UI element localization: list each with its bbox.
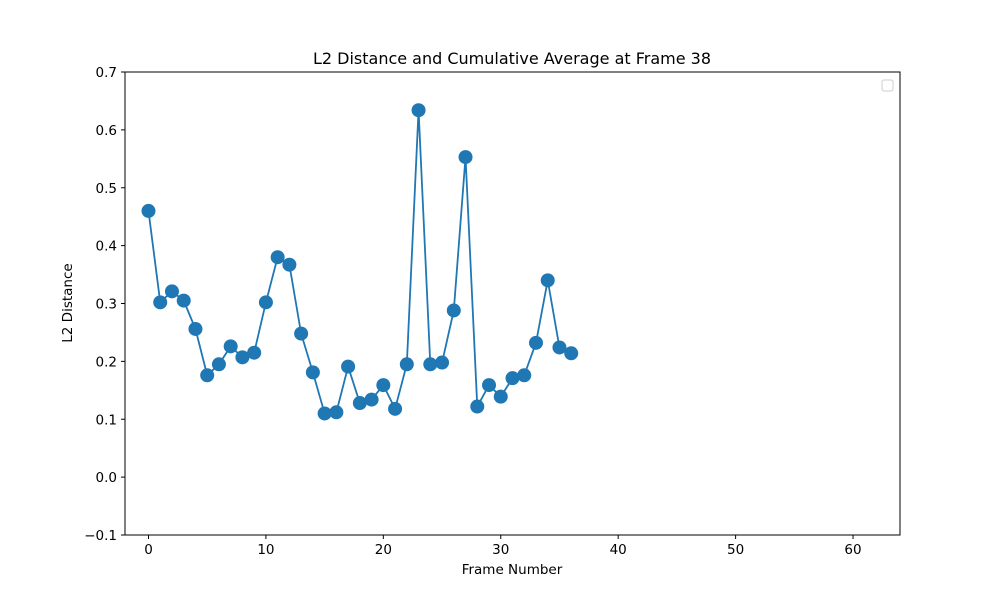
y-tick-label: 0.1 xyxy=(96,412,117,428)
x-tick-label: 40 xyxy=(610,542,627,558)
data-point xyxy=(352,396,367,411)
data-point xyxy=(317,406,332,421)
data-point xyxy=(235,350,250,365)
data-point xyxy=(564,346,579,361)
data-point xyxy=(388,401,403,416)
data-point xyxy=(282,257,297,272)
x-tick-label: 50 xyxy=(727,542,744,558)
data-point xyxy=(211,357,226,372)
data-point xyxy=(423,357,438,372)
data-point xyxy=(258,295,273,310)
data-point xyxy=(540,273,555,288)
data-point xyxy=(446,303,461,318)
y-axis-label: L2 Distance xyxy=(60,263,76,342)
y-tick-label: 0.5 xyxy=(96,181,117,197)
data-point xyxy=(141,203,156,218)
chart-title: L2 Distance and Cumulative Average at Fr… xyxy=(313,49,711,68)
data-point xyxy=(223,339,238,354)
y-tick-label: −0.1 xyxy=(84,528,117,544)
data-point xyxy=(505,371,520,386)
data-point xyxy=(435,355,450,370)
data-point xyxy=(200,368,215,383)
data-point xyxy=(470,399,485,414)
data-point xyxy=(294,326,309,341)
data-point xyxy=(364,392,379,407)
x-tick-label: 10 xyxy=(257,542,274,558)
y-axis: −0.1 0.0 0.1 0.2 0.3 0.4 0.5 0.6 0.7 xyxy=(84,65,125,544)
y-tick-label: 0.0 xyxy=(96,470,117,486)
y-tick-label: 0.4 xyxy=(96,239,117,255)
data-point xyxy=(482,378,497,393)
plot-series xyxy=(141,103,579,421)
y-tick-label: 0.6 xyxy=(96,123,117,139)
y-tick-label: 0.2 xyxy=(96,354,117,370)
data-point xyxy=(176,293,191,308)
legend-box xyxy=(881,79,894,92)
plot-frame xyxy=(124,71,901,536)
data-point xyxy=(399,357,414,372)
data-point xyxy=(517,368,532,383)
x-axis: 0 10 20 30 40 50 60 xyxy=(144,535,862,558)
data-point xyxy=(329,405,344,420)
data-point xyxy=(528,335,543,350)
x-tick-label: 60 xyxy=(844,542,861,558)
data-point xyxy=(247,345,262,360)
data-point xyxy=(270,250,285,265)
data-point xyxy=(493,389,508,404)
x-tick-label: 20 xyxy=(375,542,392,558)
y-tick-label: 0.3 xyxy=(96,297,117,313)
x-tick-label: 30 xyxy=(492,542,509,558)
data-point xyxy=(411,103,426,118)
data-point xyxy=(458,150,473,165)
series-line xyxy=(147,110,572,415)
data-point xyxy=(188,321,203,336)
x-axis-label: Frame Number xyxy=(462,562,563,578)
data-point xyxy=(341,359,356,374)
data-point xyxy=(153,295,168,310)
y-tick-label: 0.7 xyxy=(96,65,117,81)
data-point xyxy=(552,340,567,355)
data-point xyxy=(376,378,391,393)
data-point xyxy=(305,365,320,380)
x-tick-label: 0 xyxy=(144,542,153,558)
data-point xyxy=(164,284,179,299)
